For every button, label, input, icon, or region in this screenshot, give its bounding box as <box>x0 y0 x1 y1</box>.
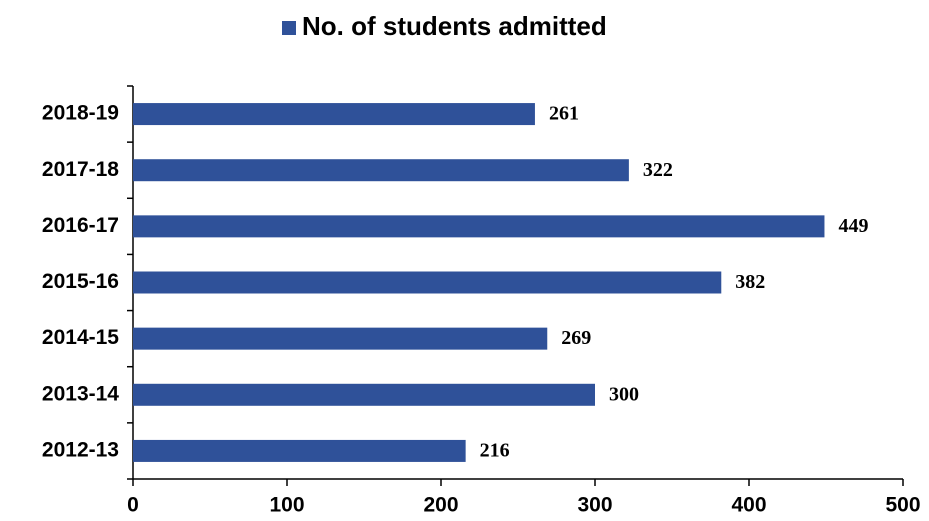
y-tick-label: 2016-17 <box>42 214 119 237</box>
y-tick-label: 2018-19 <box>42 102 119 125</box>
x-tick-label: 200 <box>423 494 458 517</box>
data-label: 322 <box>643 159 673 181</box>
bar <box>133 215 825 238</box>
y-tick-label: 2013-14 <box>42 382 119 405</box>
x-tick-label: 300 <box>577 494 612 517</box>
data-label: 216 <box>480 440 510 462</box>
data-label: 300 <box>609 383 639 405</box>
bar <box>133 103 535 126</box>
y-tick-label: 2017-18 <box>42 158 119 181</box>
bar <box>133 271 722 294</box>
bar <box>133 439 466 462</box>
bar <box>133 327 548 350</box>
data-label: 382 <box>735 271 765 293</box>
y-tick-label: 2015-16 <box>42 270 119 293</box>
data-label: 449 <box>838 215 868 237</box>
y-tick-label: 2012-13 <box>42 438 119 461</box>
x-tick-label: 0 <box>127 494 139 517</box>
x-tick-label: 400 <box>731 494 766 517</box>
x-tick-label: 500 <box>885 494 920 517</box>
legend-label: No. of students admitted <box>302 11 607 41</box>
x-tick-label: 100 <box>269 494 304 517</box>
legend-swatch <box>282 21 296 35</box>
bar <box>133 383 595 406</box>
bar <box>133 159 629 182</box>
y-tick-label: 2014-15 <box>42 326 119 349</box>
data-label: 261 <box>549 103 579 125</box>
data-label: 269 <box>561 327 591 349</box>
